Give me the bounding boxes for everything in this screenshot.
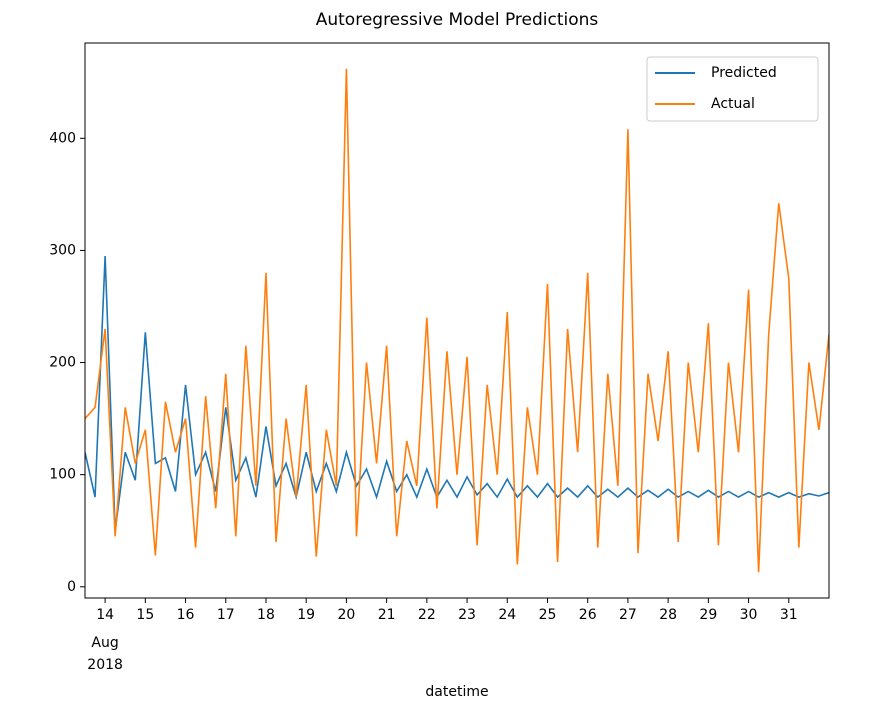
x-tick-label: 26 (579, 607, 597, 623)
x-tick-label: 22 (418, 607, 436, 623)
x-tick-label: 19 (297, 607, 315, 623)
legend-label: Actual (711, 96, 755, 112)
y-tick-label: 0 (67, 579, 76, 595)
x-tick-label: 31 (780, 607, 798, 623)
x-tick-sublabel: Aug (91, 635, 118, 651)
legend-label: Predicted (711, 65, 777, 81)
x-tick-label: 16 (177, 607, 195, 623)
y-tick-label: 200 (49, 355, 76, 371)
x-tick-label: 25 (539, 607, 557, 623)
x-tick-label: 17 (217, 607, 235, 623)
x-tick-label: 30 (740, 607, 758, 623)
series-line (85, 68, 829, 573)
chart-title: Autoregressive Model Predictions (316, 10, 599, 30)
x-tick-label: 15 (136, 607, 154, 623)
plot-frame (84, 42, 830, 599)
x-tick-label: 20 (337, 607, 355, 623)
series-line (85, 255, 829, 531)
x-tick-label: 24 (498, 607, 516, 623)
y-tick-label: 300 (49, 242, 76, 258)
x-axis-label: datetime (425, 684, 488, 700)
x-tick-label: 18 (257, 607, 275, 623)
x-tick-label: 29 (699, 607, 717, 623)
y-tick-label: 400 (49, 130, 76, 146)
x-tick-label: 14 (96, 607, 114, 623)
x-tick-label: 23 (458, 607, 476, 623)
y-tick-label: 100 (49, 467, 76, 483)
x-tick-label: 28 (659, 607, 677, 623)
x-tick-label: 21 (378, 607, 396, 623)
x-tick-label: 27 (619, 607, 637, 623)
x-tick-sublabel: 2018 (87, 657, 123, 673)
